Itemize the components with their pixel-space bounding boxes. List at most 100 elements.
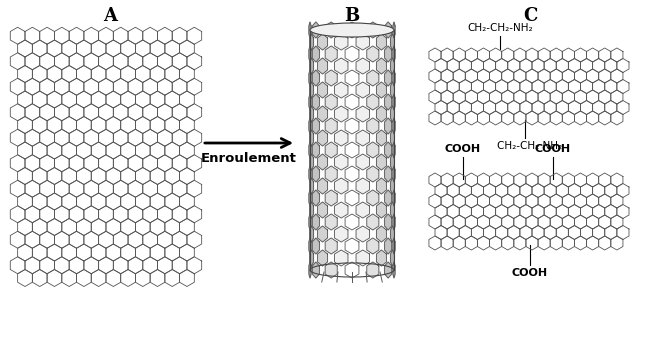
Polygon shape <box>25 257 40 274</box>
Polygon shape <box>62 40 77 57</box>
Polygon shape <box>393 22 395 38</box>
Polygon shape <box>114 155 128 172</box>
Polygon shape <box>312 142 319 158</box>
Polygon shape <box>520 58 532 72</box>
Polygon shape <box>309 262 311 278</box>
Polygon shape <box>310 106 313 122</box>
Polygon shape <box>187 180 202 197</box>
Polygon shape <box>514 173 526 187</box>
Polygon shape <box>586 236 599 250</box>
Polygon shape <box>172 53 187 70</box>
Polygon shape <box>325 214 337 230</box>
Polygon shape <box>459 225 471 240</box>
Polygon shape <box>477 236 490 250</box>
Polygon shape <box>317 58 328 74</box>
Polygon shape <box>508 225 520 240</box>
Polygon shape <box>135 244 150 261</box>
Polygon shape <box>580 204 593 218</box>
Polygon shape <box>345 262 359 278</box>
Polygon shape <box>377 250 386 266</box>
Polygon shape <box>47 244 62 261</box>
Polygon shape <box>179 193 194 210</box>
Polygon shape <box>99 104 114 121</box>
Polygon shape <box>309 46 311 62</box>
Polygon shape <box>69 78 84 95</box>
Polygon shape <box>317 250 328 266</box>
Polygon shape <box>77 269 91 287</box>
Polygon shape <box>91 218 106 236</box>
Polygon shape <box>617 225 629 240</box>
Polygon shape <box>77 142 91 159</box>
Polygon shape <box>91 193 106 210</box>
Polygon shape <box>25 231 40 248</box>
Polygon shape <box>128 180 143 197</box>
Polygon shape <box>312 262 319 278</box>
Polygon shape <box>345 238 359 254</box>
Polygon shape <box>128 104 143 121</box>
Polygon shape <box>25 206 40 223</box>
Polygon shape <box>384 166 392 182</box>
Polygon shape <box>128 257 143 274</box>
Polygon shape <box>335 130 348 146</box>
Polygon shape <box>54 257 69 274</box>
Polygon shape <box>453 236 465 250</box>
Polygon shape <box>25 53 40 70</box>
Polygon shape <box>165 117 179 134</box>
Polygon shape <box>121 117 135 134</box>
Polygon shape <box>477 194 490 208</box>
Polygon shape <box>617 184 629 197</box>
Polygon shape <box>599 236 611 250</box>
Polygon shape <box>106 218 121 236</box>
Polygon shape <box>575 69 586 83</box>
Polygon shape <box>390 106 394 122</box>
Polygon shape <box>562 236 575 250</box>
Polygon shape <box>429 90 441 104</box>
Polygon shape <box>69 53 84 70</box>
Polygon shape <box>69 231 84 248</box>
Polygon shape <box>32 40 47 57</box>
Polygon shape <box>532 79 544 94</box>
Polygon shape <box>77 168 91 185</box>
Polygon shape <box>459 79 471 94</box>
Polygon shape <box>17 142 32 159</box>
Polygon shape <box>312 22 319 38</box>
Polygon shape <box>143 231 157 248</box>
Polygon shape <box>502 69 514 83</box>
Polygon shape <box>611 215 623 229</box>
Polygon shape <box>325 94 337 110</box>
Polygon shape <box>345 190 359 206</box>
Polygon shape <box>471 204 484 218</box>
Polygon shape <box>429 194 441 208</box>
Polygon shape <box>514 236 526 250</box>
Polygon shape <box>172 180 187 197</box>
Polygon shape <box>62 117 77 134</box>
Polygon shape <box>40 78 54 95</box>
Polygon shape <box>310 58 313 74</box>
Polygon shape <box>605 225 617 240</box>
Polygon shape <box>135 218 150 236</box>
Polygon shape <box>187 155 202 172</box>
Polygon shape <box>441 194 453 208</box>
Polygon shape <box>586 194 599 208</box>
Polygon shape <box>429 215 441 229</box>
Polygon shape <box>69 257 84 274</box>
Polygon shape <box>532 58 544 72</box>
Polygon shape <box>40 257 54 274</box>
Polygon shape <box>312 166 319 182</box>
Polygon shape <box>377 82 386 98</box>
Polygon shape <box>77 244 91 261</box>
Polygon shape <box>135 193 150 210</box>
Polygon shape <box>40 231 54 248</box>
Polygon shape <box>150 40 165 57</box>
Polygon shape <box>312 118 319 134</box>
Polygon shape <box>435 184 447 197</box>
Polygon shape <box>367 142 379 158</box>
Polygon shape <box>84 257 99 274</box>
Polygon shape <box>611 90 623 104</box>
Polygon shape <box>562 90 575 104</box>
Polygon shape <box>580 225 593 240</box>
Polygon shape <box>91 269 106 287</box>
Polygon shape <box>106 269 121 287</box>
Polygon shape <box>157 155 172 172</box>
Polygon shape <box>69 206 84 223</box>
